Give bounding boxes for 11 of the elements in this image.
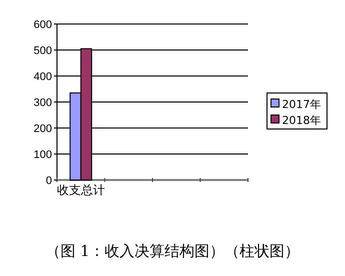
y-tick-label: 500 (34, 45, 52, 57)
y-tick-label: 400 (34, 71, 52, 83)
legend-label: 2018年 (282, 114, 321, 127)
y-tick-label: 100 (34, 149, 52, 161)
text: （图 1：收入决算结构图）（柱状图） (45, 242, 300, 260)
y-tick-label: 600 (34, 19, 52, 31)
x-tick-label: 收支总计 (56, 183, 105, 197)
legend-label: 2017年 (282, 98, 321, 111)
y-tick-label: 200 (34, 123, 52, 135)
y-tick-label: 300 (34, 97, 52, 109)
y-tick-label: 0 (46, 175, 52, 187)
